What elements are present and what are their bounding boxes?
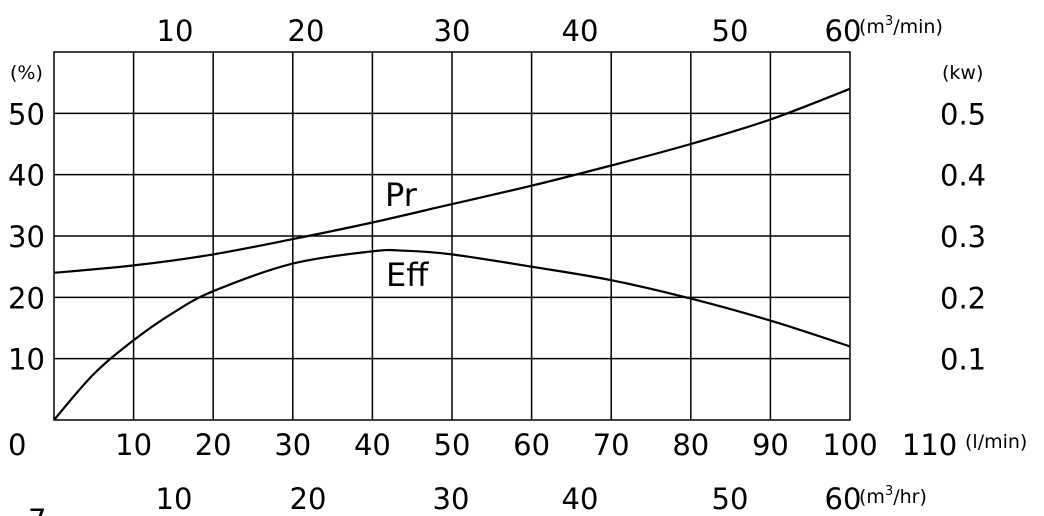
series-line-eff <box>53 248 851 421</box>
x-tick-label: 10 <box>115 428 152 462</box>
curves: Pr Eff <box>53 87 851 421</box>
x-tick-label: 60 <box>513 428 550 462</box>
bottom2-axis-label: (m3/hr) <box>859 484 927 508</box>
origin-label: 0 <box>8 428 26 462</box>
top-axis-tick-label: 20 <box>288 14 325 48</box>
x-axis-label: (l/min) <box>965 431 1027 453</box>
top-axis-tick-label: 30 <box>434 14 471 48</box>
x-tick-label: 40 <box>354 428 391 462</box>
y-left-tick-label: 40 <box>8 159 45 193</box>
y-left-tick-label: 20 <box>8 281 45 315</box>
top-axis-tick-label: 10 <box>157 14 194 48</box>
y-right-tick-label: 0.4 <box>940 159 986 193</box>
y-right-tick-label: 0.1 <box>940 343 986 377</box>
series-label-eff: Eff <box>386 256 429 294</box>
x-tick-label: 80 <box>672 428 709 462</box>
y-right-tick-label: 0.2 <box>940 281 986 315</box>
grid <box>53 51 851 421</box>
x-tick-label: 110 <box>902 428 957 462</box>
bottom2-axis-unit-sup: 3 <box>885 484 893 499</box>
bottom2-axis-tick-label: 30 <box>433 482 470 516</box>
tick-labels: 10 20 30 40 50 60 70 80 90 100 11010203040500.10.2… <box>8 14 986 516</box>
y-right-tick-label: 0.5 <box>940 97 986 131</box>
x-tick-label: 20 <box>195 428 232 462</box>
bottom2-axis-tick-label: 60 <box>825 482 862 516</box>
top-axis-tick-label: 60 <box>825 14 862 48</box>
y-left-tick-label: 30 <box>8 220 45 254</box>
bottom2-axis-tick-label: 10 <box>156 482 193 516</box>
x-tick-label: 50 <box>434 428 471 462</box>
bottom2-axis-tick-label: 40 <box>562 482 599 516</box>
top-axis-tick-label: 50 <box>712 14 749 48</box>
series-line-pr <box>53 87 851 274</box>
top-axis-unit-base: m <box>866 16 885 38</box>
top-axis-unit-sup: 3 <box>885 14 893 29</box>
y-left-axis-label: (%) <box>10 62 43 84</box>
axis-labels: (%) (kw) (l/min) 0 (m3/min) (m3/hr) 7 <box>8 14 1027 516</box>
x-tick-label: 30 <box>274 428 311 462</box>
top-axis-label: (m3/min) <box>859 14 943 38</box>
x-tick-label: 90 <box>752 428 789 462</box>
y-right-axis-label: (kw) <box>942 62 983 84</box>
x-tick-label: 70 <box>593 428 630 462</box>
x-tick-label: 100 <box>822 428 877 462</box>
bottom2-axis-tick-label: 50 <box>712 482 749 516</box>
bottom2-axis-unit-rest: /hr) <box>893 486 927 508</box>
series-label-pr: Pr <box>385 176 418 214</box>
bottom2-axis-unit-base: m <box>866 486 885 508</box>
top-axis-unit-rest: /min) <box>893 16 943 38</box>
y-right-tick-label: 0.3 <box>940 220 986 254</box>
bottom2-axis-tick-label: 20 <box>290 482 327 516</box>
y-left-tick-label: 50 <box>8 97 45 131</box>
corner-mark: 7 <box>28 503 46 516</box>
y-left-tick-label: 10 <box>8 343 45 377</box>
top-axis-tick-label: 40 <box>562 14 599 48</box>
